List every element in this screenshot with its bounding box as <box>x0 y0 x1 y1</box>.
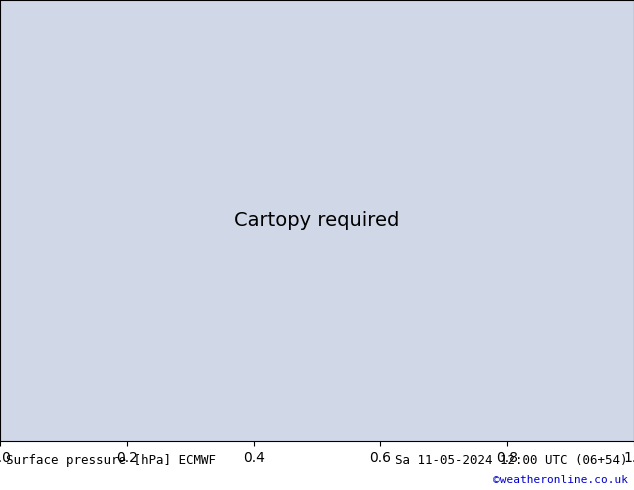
Text: Surface pressure [hPa] ECMWF: Surface pressure [hPa] ECMWF <box>6 454 216 467</box>
Text: Cartopy required: Cartopy required <box>235 211 399 230</box>
Text: Sa 11-05-2024 12:00 UTC (06+54): Sa 11-05-2024 12:00 UTC (06+54) <box>395 454 628 467</box>
Text: ©weatheronline.co.uk: ©weatheronline.co.uk <box>493 475 628 485</box>
